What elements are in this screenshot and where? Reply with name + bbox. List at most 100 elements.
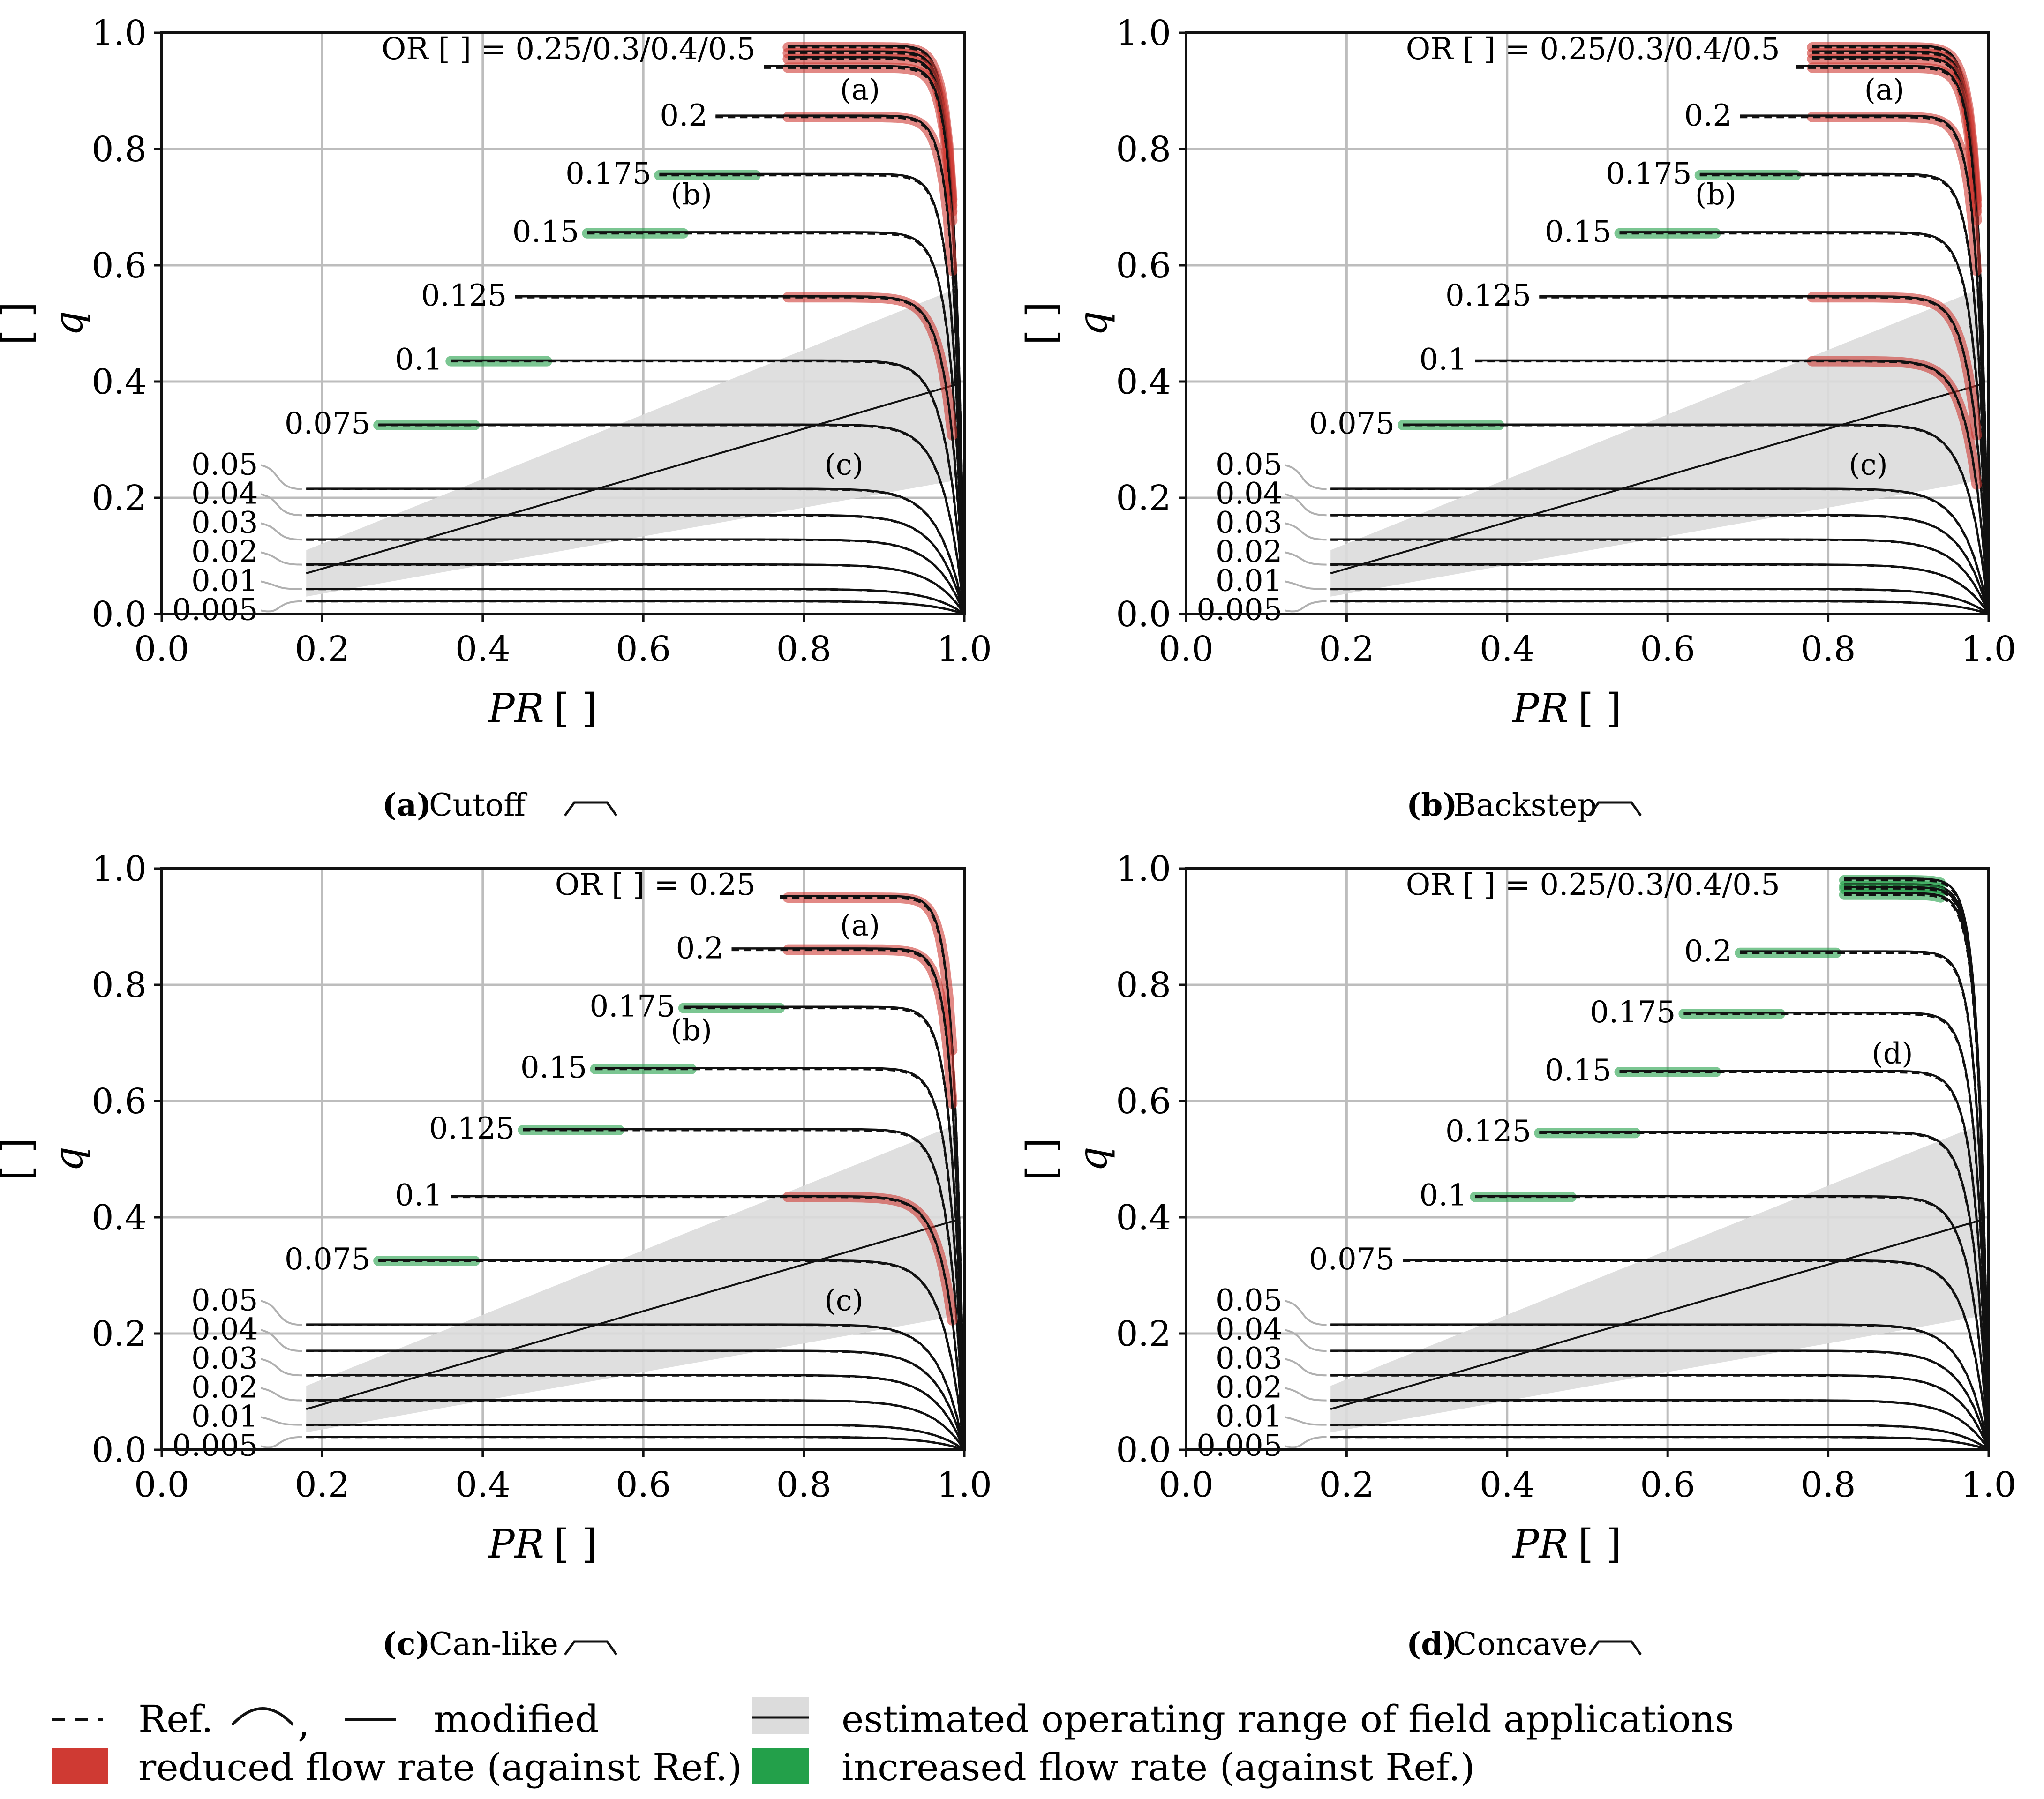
or-label: 0.1 (395, 1178, 443, 1213)
modified-curve (1330, 1349, 1990, 1450)
series-group (1330, 42, 1990, 615)
or-label: 0.2 (1684, 934, 1732, 969)
ref-curve (788, 58, 966, 615)
or-label: 0.05 (1216, 1283, 1283, 1318)
or-label: 0.04 (1216, 476, 1283, 511)
series-or-0.5 (1839, 875, 1990, 1450)
ref-curve (595, 1068, 966, 1450)
or-label: 0.02 (191, 534, 258, 569)
panel-a: 0.20.1750.150.1250.10.0750.050.040.030.0… (0, 13, 992, 823)
or-leader-line (1285, 522, 1327, 541)
x-tick-label: 0.2 (295, 629, 350, 669)
or-label: 0.075 (285, 406, 370, 441)
or-leader-line (1285, 464, 1327, 490)
x-tick-label: 0.6 (1640, 629, 1695, 669)
or-label: 0.125 (1445, 278, 1531, 313)
series-or-0.1 (1470, 1192, 1990, 1450)
shape-icon (1588, 801, 1642, 817)
modified-curve (1683, 1011, 1990, 1450)
annotation-label: (a) (840, 73, 880, 107)
or-leader-line (261, 1358, 302, 1377)
annotation-label: (d) (1872, 1036, 1913, 1070)
or-labels: 0.20.1750.150.1250.10.0750.050.040.030.0… (172, 931, 723, 1463)
y-axis-label-unit: [ ] (0, 1138, 40, 1181)
series-or-0.1 (1475, 356, 1990, 615)
legend-reduced-label: reduced flow rate (against Ref.) (138, 1746, 742, 1789)
y-tick-label: 1.0 (1116, 13, 1171, 53)
y-tick-label: 0.0 (1116, 594, 1171, 635)
modified-curve (523, 1128, 966, 1450)
series-or-0.03 (1330, 538, 1990, 615)
series-or-0.25 (780, 892, 966, 1450)
or-label: 0.1 (1419, 1178, 1467, 1213)
modified-curve (1330, 1374, 1990, 1450)
modified-curve (595, 1067, 966, 1450)
series-or-0.01 (1330, 588, 1990, 615)
modified-curve (1699, 172, 1990, 615)
legend-range-label: estimated operating range of field appli… (842, 1697, 1734, 1741)
panels-group: 0.20.1750.150.1250.10.0750.050.040.030.0… (0, 13, 2016, 1662)
series-or-0.03 (306, 538, 966, 615)
or-label: 0.175 (565, 157, 651, 191)
or-label: 0.1 (395, 343, 443, 377)
x-tick-label: 0.0 (1158, 1465, 1214, 1505)
operating-range-line (1330, 383, 1981, 575)
or-label: 0.05 (1216, 447, 1283, 482)
series-or-0.005 (1330, 600, 1989, 615)
or-leader-line (261, 600, 302, 613)
or-leader-line (260, 464, 302, 490)
series-or-0.02 (1330, 563, 1990, 615)
legend-increased-swatch (752, 1748, 809, 1784)
or-label: 0.02 (1216, 1370, 1283, 1405)
x-tick-label: 0.8 (1801, 1465, 1856, 1505)
or-leader-line (1285, 1387, 1327, 1402)
or-label: 0.03 (1216, 1341, 1283, 1376)
caption: (a)Cutoff (382, 787, 618, 823)
or-labels: 0.20.1750.150.1250.10.0750.050.040.030.0… (1196, 934, 1732, 1463)
or-label: 0.04 (191, 476, 258, 511)
or-label: 0.05 (191, 447, 258, 482)
modified-curve (1330, 487, 1990, 615)
x-axis-label-var: PR (1511, 1521, 1569, 1567)
x-tick-label: 1.0 (1961, 1465, 2016, 1505)
series-or-0.15 (1614, 1067, 1990, 1450)
modified-curve (1475, 1195, 1990, 1450)
modified-curve (306, 1436, 965, 1451)
or-leader-line (1285, 1436, 1327, 1448)
ref-curve (683, 1007, 966, 1450)
modified-curve (1740, 114, 1990, 615)
modified-curve (306, 588, 965, 615)
or-label: 0.125 (429, 1111, 515, 1146)
caption-name: Cutoff (429, 787, 527, 823)
or-leader-line (1285, 1358, 1327, 1377)
modified-curve (683, 1005, 966, 1450)
ref-curve (788, 46, 966, 615)
or-label: 0.03 (191, 505, 258, 540)
modified-curve (306, 600, 965, 615)
or-label: 0.005 (1196, 592, 1282, 627)
annotation-label: (c) (825, 1283, 864, 1317)
or-label: 0.03 (191, 1341, 258, 1376)
ref-curve (587, 232, 966, 615)
y-tick-label: 0.8 (91, 129, 147, 170)
y-tick-label: 0.4 (1116, 362, 1171, 402)
series-or-0.05 (1330, 487, 1990, 615)
or-label: 0.175 (1590, 995, 1676, 1030)
annotation-label: (b) (671, 1013, 712, 1047)
x-tick-label: 1.0 (937, 1465, 992, 1505)
x-axis-label-unit: [ ] (554, 685, 597, 731)
series-or-0.175 (1694, 170, 1990, 615)
or-leader-line (1285, 1329, 1327, 1352)
caption-name: Concave (1453, 1626, 1587, 1662)
shape-icon (564, 1640, 618, 1656)
series-or-0.2 (1740, 112, 1990, 615)
x-tick-label: 1.0 (937, 629, 992, 669)
x-tick-label: 0.0 (1158, 629, 1214, 669)
modified-curve (306, 1323, 966, 1450)
modified-curve (306, 538, 966, 615)
operating-range-band (306, 1124, 956, 1432)
or-label: 0.005 (172, 592, 258, 627)
panel-d: 0.20.1750.150.1250.10.0750.050.040.030.0… (1018, 849, 2016, 1662)
or-leader-line (1285, 580, 1327, 590)
ref-curve (659, 174, 966, 615)
